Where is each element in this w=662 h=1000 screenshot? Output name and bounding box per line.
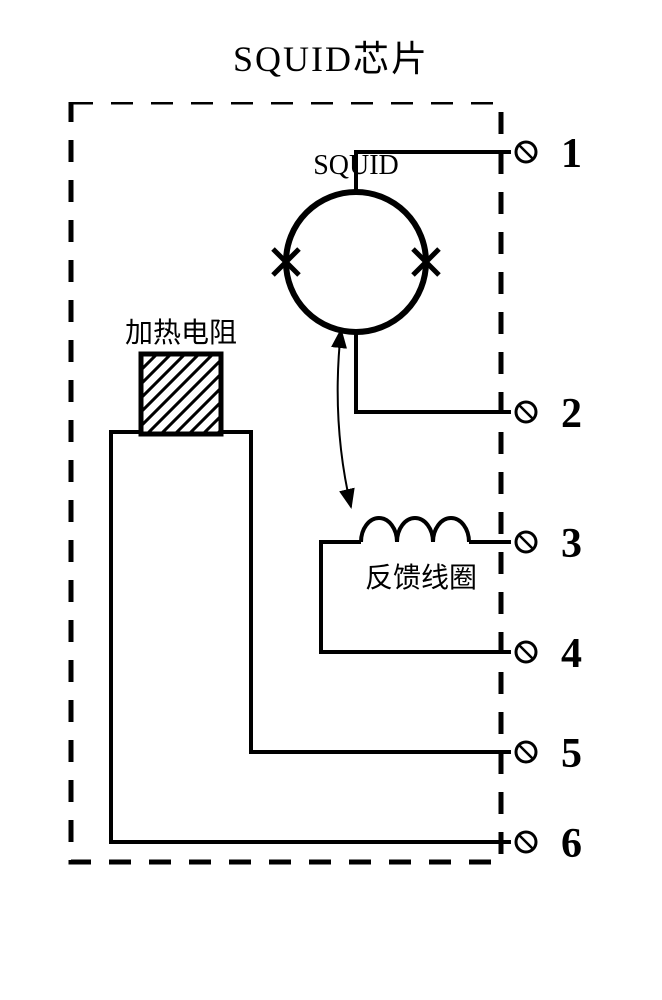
svg-text:1: 1 [561, 131, 582, 177]
coupling-arrow [338, 330, 351, 507]
wire-heater-to-6 [111, 432, 511, 842]
circuit-diagram: SQUID 反馈线圈 加热电阻 1 [31, 102, 631, 902]
svg-text:5: 5 [561, 731, 582, 777]
feedback-label: 反馈线圈 [365, 562, 477, 594]
wire-squid-to-2 [356, 332, 511, 412]
squid-symbol [273, 192, 439, 332]
diagram-title: SQUID芯片 [30, 30, 632, 82]
terminal-2: 2 [516, 391, 582, 437]
heater-resistor [141, 354, 221, 434]
terminal-6: 6 [516, 821, 582, 867]
terminal-5: 5 [516, 731, 582, 777]
svg-text:4: 4 [561, 631, 582, 677]
terminal-4: 4 [516, 631, 582, 677]
heater-label: 加热电阻 [125, 317, 237, 349]
terminals: 1 2 3 4 5 6 [516, 131, 582, 867]
wire-coil-to-4 [321, 542, 511, 652]
terminal-3: 3 [516, 521, 582, 567]
svg-text:3: 3 [561, 521, 582, 567]
svg-text:2: 2 [561, 391, 582, 437]
feedback-coil [361, 518, 511, 542]
svg-text:6: 6 [561, 821, 582, 867]
chip-boundary [71, 102, 501, 862]
terminal-1: 1 [516, 131, 582, 177]
